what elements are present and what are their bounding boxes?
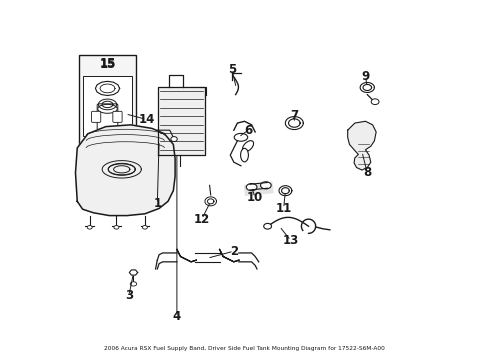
Bar — [83, 76, 131, 135]
Text: 2: 2 — [229, 245, 237, 258]
Text: 13: 13 — [282, 234, 298, 247]
Text: 3: 3 — [124, 289, 133, 302]
Ellipse shape — [114, 226, 119, 229]
Ellipse shape — [370, 99, 378, 104]
Text: 5: 5 — [227, 63, 236, 76]
Text: 10: 10 — [246, 191, 263, 204]
Text: 12: 12 — [193, 213, 209, 226]
Text: 9: 9 — [361, 70, 369, 83]
Bar — [79, 55, 136, 152]
Ellipse shape — [242, 141, 253, 152]
Ellipse shape — [87, 226, 92, 229]
Text: 2006 Acura RSX Fuel Supply Band, Driver Side Fuel Tank Mounting Diagram for 1752: 2006 Acura RSX Fuel Supply Band, Driver … — [104, 346, 384, 351]
Ellipse shape — [142, 226, 147, 229]
FancyBboxPatch shape — [97, 104, 118, 130]
Polygon shape — [347, 121, 375, 170]
Text: 15: 15 — [99, 57, 116, 70]
Ellipse shape — [260, 182, 271, 189]
Polygon shape — [129, 270, 137, 275]
FancyBboxPatch shape — [113, 111, 122, 122]
Ellipse shape — [234, 134, 247, 141]
FancyBboxPatch shape — [91, 111, 101, 122]
Ellipse shape — [98, 104, 117, 113]
Ellipse shape — [263, 224, 271, 229]
Text: 14: 14 — [138, 113, 155, 126]
Ellipse shape — [170, 136, 177, 141]
Text: 8: 8 — [363, 166, 370, 179]
Text: 15: 15 — [99, 58, 116, 71]
Ellipse shape — [246, 184, 256, 191]
Polygon shape — [75, 125, 175, 216]
Polygon shape — [158, 87, 204, 155]
Text: 1: 1 — [153, 197, 161, 210]
Ellipse shape — [130, 282, 137, 286]
Ellipse shape — [240, 148, 248, 162]
Text: 4: 4 — [172, 310, 181, 324]
Polygon shape — [177, 249, 196, 262]
Text: 7: 7 — [290, 109, 298, 122]
Text: 6: 6 — [244, 124, 252, 137]
Text: 11: 11 — [275, 202, 291, 215]
Polygon shape — [219, 249, 239, 262]
